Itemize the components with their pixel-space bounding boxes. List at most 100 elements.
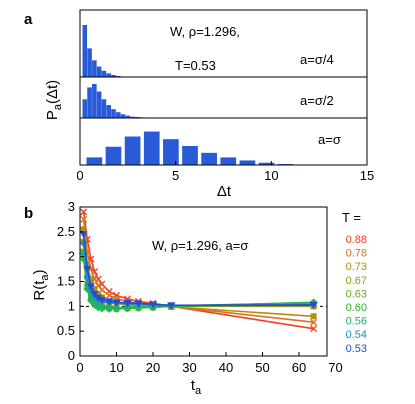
legend-entry: 0.60 <box>346 302 367 314</box>
legend-entry: 0.78 <box>346 248 367 260</box>
panel-b-y-axis-label-sub: a <box>39 274 51 281</box>
panel-a-bar <box>82 99 88 118</box>
panel-a-bar <box>96 66 102 77</box>
data-point <box>79 231 88 239</box>
panel-a-bar <box>87 87 92 118</box>
panel-a-series-label: a=σ/4 <box>300 52 334 67</box>
panel-a-bar <box>101 70 107 77</box>
panel-a-bar <box>182 146 198 165</box>
panel-b-x-tick-label: 20 <box>146 360 160 375</box>
panel-a-title-line1: W, ρ=1.296, <box>170 24 240 39</box>
panel-a-letter: a <box>24 11 33 28</box>
panel-a-bar <box>106 105 111 118</box>
data-point <box>149 301 157 309</box>
panel-a-bar <box>96 91 102 118</box>
panel-b-y-tick-label: 1 <box>68 298 75 313</box>
panel-a-series-2 <box>82 84 145 118</box>
data-point <box>310 318 318 326</box>
panel-a-bar <box>125 115 131 118</box>
panel-a-y-axis-label-sub: a <box>52 103 64 110</box>
panel-a-bar <box>115 112 121 118</box>
panel-a-x-tick-label: 15 <box>360 168 374 183</box>
data-point <box>167 302 176 310</box>
panel-a-bar <box>111 109 116 118</box>
panel-b-y-tick-label: 2 <box>68 249 75 264</box>
panel-b-ticks: 00.511.522.530 10 20 30 40 50 60 70 <box>57 199 343 375</box>
data-point <box>106 304 113 311</box>
data-point <box>90 290 99 298</box>
panel-a-bar <box>92 60 97 77</box>
panel-b-border <box>79 206 328 357</box>
panel-a-x-tick-label: 10 <box>264 168 278 183</box>
panel-b-x-tick-label: 70 <box>328 360 342 375</box>
panel-a-bar <box>258 162 275 165</box>
series-T-0.53 <box>79 231 318 310</box>
panel-a-x-ticks: 0 5 10 15 <box>76 161 374 183</box>
panel-a-bar <box>105 146 122 165</box>
panel-a-series-3 <box>86 131 294 165</box>
panel-a-bar <box>92 84 97 118</box>
legend-title: T = <box>342 210 361 225</box>
data-point <box>98 304 105 311</box>
panel-a-bar <box>87 48 92 77</box>
legend-entry: 0.73 <box>346 261 367 273</box>
panel-b-x-axis-label-sub: a <box>195 385 202 397</box>
panel-b-frame <box>79 206 328 357</box>
panel-a-bar <box>201 152 217 165</box>
panel-a-bar <box>239 160 256 165</box>
panel-a-x-tick-label: 0 <box>76 168 83 183</box>
panel-b-y-axis-label: R(ta) <box>31 269 51 300</box>
legend-entry: 0.54 <box>346 329 367 341</box>
panel-b-y-tick-label: 0.5 <box>57 323 75 338</box>
data-point <box>95 290 102 297</box>
panel-a-series-1 <box>82 25 121 77</box>
panel-b-y-tick-label: 2.5 <box>57 224 75 239</box>
data-point <box>86 283 95 291</box>
panel-b-x-tick-label: 40 <box>219 360 233 375</box>
panel-b-title: W, ρ=1.296, a=σ <box>152 238 248 253</box>
panel-a-bar <box>101 99 107 118</box>
panel-a: a W, ρ=1.296, T=0.53 a=σ/4 a=σ/2 a=σ 0 5 10 1… <box>24 9 374 200</box>
panel-a-bar <box>220 157 237 165</box>
series-T-0.88 <box>80 208 318 333</box>
panel-a-border <box>79 9 368 166</box>
panel-a-bar <box>120 114 126 118</box>
panel-b-legend: 0.88 0.780.73 0.670.63 0.60 0.560.54 0.53 <box>346 234 367 355</box>
data-point <box>98 280 106 288</box>
panel-a-x-axis-label: Δt <box>217 183 232 200</box>
panel-a-bar <box>115 75 121 77</box>
panel-b-series <box>79 208 318 333</box>
data-point <box>310 325 318 333</box>
panel-a-bars <box>82 25 294 165</box>
data-point <box>309 301 318 309</box>
data-point <box>79 241 88 249</box>
data-point <box>80 226 87 233</box>
data-point <box>80 208 88 216</box>
panel-b-x-tick-label: 60 <box>292 360 306 375</box>
panel-b-y-axis-label-rest: ) <box>31 269 48 274</box>
panel-a-bar <box>124 136 141 165</box>
data-point <box>113 304 120 311</box>
legend-entry: 0.67 <box>346 275 367 287</box>
panel-b-y-tick-label: 1.5 <box>57 274 75 289</box>
data-point <box>310 313 317 320</box>
panel-b-letter: b <box>24 205 33 222</box>
panel-b-x-axis-label: ta <box>191 377 202 397</box>
panel-b-x-tick-label: 10 <box>109 360 123 375</box>
data-point <box>105 291 113 299</box>
data-point <box>134 300 143 308</box>
data-point <box>87 277 94 284</box>
panel-b-x-tick-label: 50 <box>255 360 269 375</box>
panel-a-series-labels: a=σ/4 a=σ/2 a=σ <box>300 52 341 147</box>
panel-a-bar <box>130 116 135 118</box>
legend-entry: 0.88 <box>346 234 367 246</box>
panel-b-x-tick-label: 30 <box>182 360 196 375</box>
panel-a-bar <box>82 25 88 77</box>
data-point <box>112 299 121 307</box>
panel-a-y-axis-label-rest: (Δt) <box>44 80 61 104</box>
data-point <box>83 266 92 274</box>
panel-a-series-label: a=σ <box>318 132 341 147</box>
legend-entry: 0.63 <box>346 288 367 300</box>
data-point <box>123 299 132 307</box>
panel-b: b W, ρ=1.296, a=σ 00.511.522.530 10 20 30 40… <box>24 199 367 397</box>
